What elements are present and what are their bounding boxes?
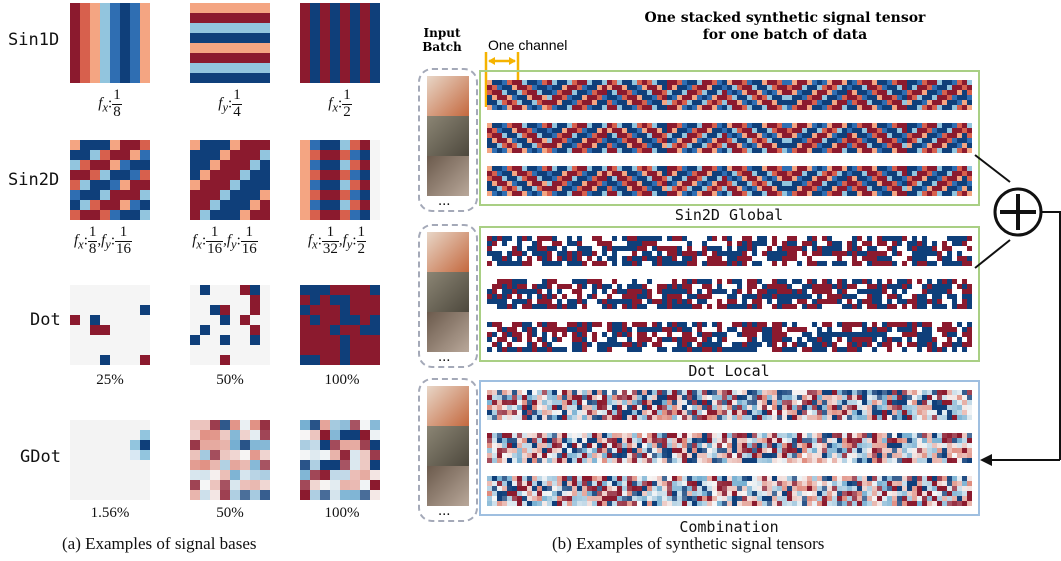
batch-image-thumbnail <box>427 156 469 196</box>
gdot-tile-1 <box>70 420 150 500</box>
caption-figure-b: (b) Examples of synthetic signal tensors <box>552 534 825 553</box>
input-batch-label-line1: Input <box>423 26 461 40</box>
sin2d-tile-3 <box>300 140 380 220</box>
channel-stripe <box>487 279 972 309</box>
row-label-gdot: GDot <box>20 447 61 467</box>
channel-stripe <box>487 322 972 352</box>
batch-image-thumbnail <box>427 76 469 116</box>
input-batch-label: Input Batch <box>420 26 464 54</box>
batch-image-thumbnail <box>427 426 469 466</box>
batch-image-thumbnail <box>427 466 469 506</box>
tensor-title: One stacked synthetic signal tensor for … <box>545 10 1025 44</box>
channel-stripe <box>487 123 972 153</box>
input-batch-box: ... <box>418 378 478 522</box>
tensor-title-line2: for one batch of data <box>702 27 868 43</box>
row-label-sin2d: Sin2D <box>8 170 60 190</box>
sin2d-tile-2 <box>190 140 270 220</box>
sin1d-tile-2 <box>190 3 270 83</box>
caption-dot-1: 25% <box>96 372 124 388</box>
sin2d-tile-1 <box>70 140 150 220</box>
input-batch-box: ... <box>418 224 478 368</box>
batch-image-thumbnail <box>427 116 469 156</box>
input-batch-box: ... <box>418 68 478 212</box>
one-channel-label: One channel <box>488 37 568 53</box>
freq-label-sin1d-2: fy: 1 4 <box>218 87 242 120</box>
freq-label-sin2d-1: fx: 1 8 ,fy: 1 16 <box>73 224 133 257</box>
tensor-panel-label: Dot Local <box>688 362 770 380</box>
tensor-panel-sin <box>479 70 980 206</box>
batch-image-thumbnail <box>427 312 469 352</box>
caption-figure-a: (a) Examples of signal bases <box>62 534 257 553</box>
combine-connector <box>974 154 1061 466</box>
arrow-from-sin2d <box>974 154 1011 183</box>
tensor-panel-label: Combination <box>679 518 779 536</box>
batch-image-thumbnail <box>427 232 469 272</box>
tensor-title-line1: One stacked synthetic signal tensor <box>644 10 926 26</box>
batch-image-thumbnail <box>427 386 469 426</box>
sin1d-tile-1 <box>70 3 150 83</box>
input-batch-label-line2: Batch <box>422 40 462 54</box>
tensor-panel-dot <box>479 226 980 362</box>
gdot-tile-3 <box>300 420 380 500</box>
caption-dot-2: 50% <box>216 372 244 388</box>
freq-label-sin1d-3: fx: 1 2 <box>328 87 352 120</box>
channel-stripe <box>487 80 972 110</box>
caption-gdot-3: 100% <box>324 505 360 521</box>
freq-label-sin1d-1: fx: 1 8 <box>98 87 122 120</box>
tensor-panel-comb <box>479 380 980 516</box>
sin1d-tile-3 <box>300 3 380 83</box>
caption-dot-3: 100% <box>324 372 360 388</box>
row-label-sin1d: Sin1D <box>8 30 60 50</box>
channel-stripe <box>487 390 972 420</box>
caption-gdot-1: 1.56% <box>90 505 130 521</box>
channel-stripe <box>487 476 972 506</box>
channel-stripe <box>487 236 972 266</box>
row-label-dot: Dot <box>30 310 61 330</box>
freq-label-sin2d-3: fx: 1 32 ,fy: 1 2 <box>307 224 367 257</box>
channel-stripe <box>487 166 972 196</box>
tensor-panel-label: Sin2D Global <box>674 206 784 224</box>
dot-tile-2 <box>190 285 270 365</box>
dot-tile-1 <box>70 285 150 365</box>
arrow-from-dot <box>974 239 1011 269</box>
batch-ellipsis: ... <box>438 350 451 365</box>
gdot-tile-2 <box>190 420 270 500</box>
dot-tile-3 <box>300 285 380 365</box>
batch-ellipsis: ... <box>438 504 451 519</box>
channel-stripe <box>487 433 972 463</box>
freq-label-sin2d-2: fx: 1 16 ,fy: 1 16 <box>192 224 258 257</box>
batch-image-thumbnail <box>427 272 469 312</box>
batch-ellipsis: ... <box>438 194 451 209</box>
caption-gdot-2: 50% <box>216 505 244 521</box>
